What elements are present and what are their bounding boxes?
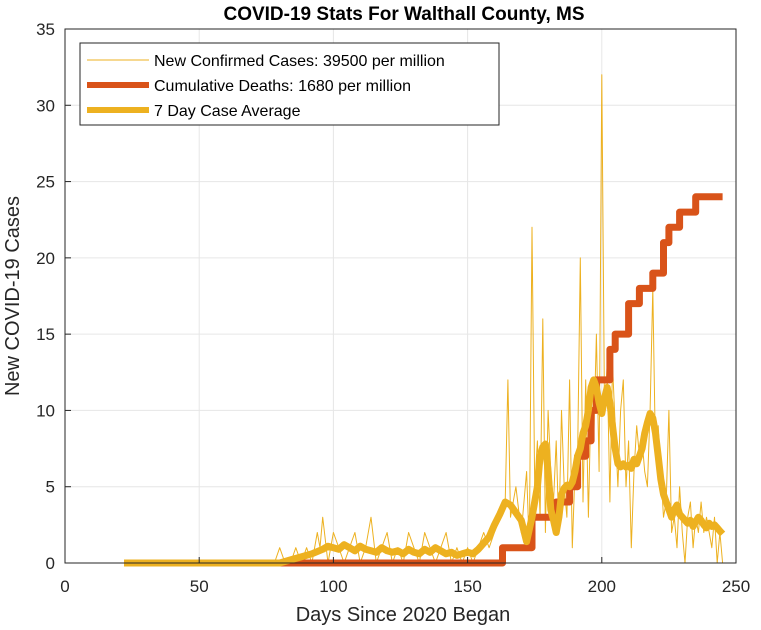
- legend-label-deaths: Cumulative Deaths: 1680 per million: [154, 78, 411, 95]
- series-7day-average: [124, 376, 726, 567]
- x-tick-label: 100: [319, 577, 347, 596]
- y-axis-label: New COVID-19 Cases: [2, 196, 24, 396]
- y-tick-label: 20: [36, 249, 55, 268]
- plot-frame: [64, 28, 737, 564]
- legend-label-7day-avg: 7 Day Case Average: [154, 103, 301, 120]
- legend-label-new-cases: New Confirmed Cases: 39500 per million: [154, 53, 445, 70]
- legend: New Confirmed Cases: 39500 per million C…: [79, 42, 500, 126]
- x-axis-label: Days Since 2020 Began: [296, 604, 511, 626]
- x-tick-label: 0: [60, 577, 69, 596]
- x-tick-label: 200: [588, 577, 616, 596]
- x-tick-label: 150: [453, 577, 481, 596]
- series-layer: [124, 74, 726, 567]
- legend-box: [79, 42, 500, 126]
- y-axis-ticks: 0 5 10 15 20 25 30 35: [36, 20, 71, 573]
- y-tick-label: 10: [36, 401, 55, 420]
- x-tick-label: 250: [722, 577, 750, 596]
- chart-title: COVID-19 Stats For Walthall County, MS: [223, 4, 584, 25]
- series-new-confirmed-cases: [124, 74, 724, 564]
- y-tick-label: 5: [46, 478, 55, 497]
- series-cumulative-deaths: [124, 193, 723, 567]
- x-axis-ticks: 0 50 100 150 200 250: [60, 557, 750, 596]
- y-tick-label: 15: [36, 325, 55, 344]
- y-tick-label: 0: [46, 554, 55, 573]
- y-tick-label: 35: [36, 20, 55, 39]
- y-tick-label: 30: [36, 96, 55, 115]
- y-tick-label: 25: [36, 173, 55, 192]
- x-tick-label: 50: [190, 577, 209, 596]
